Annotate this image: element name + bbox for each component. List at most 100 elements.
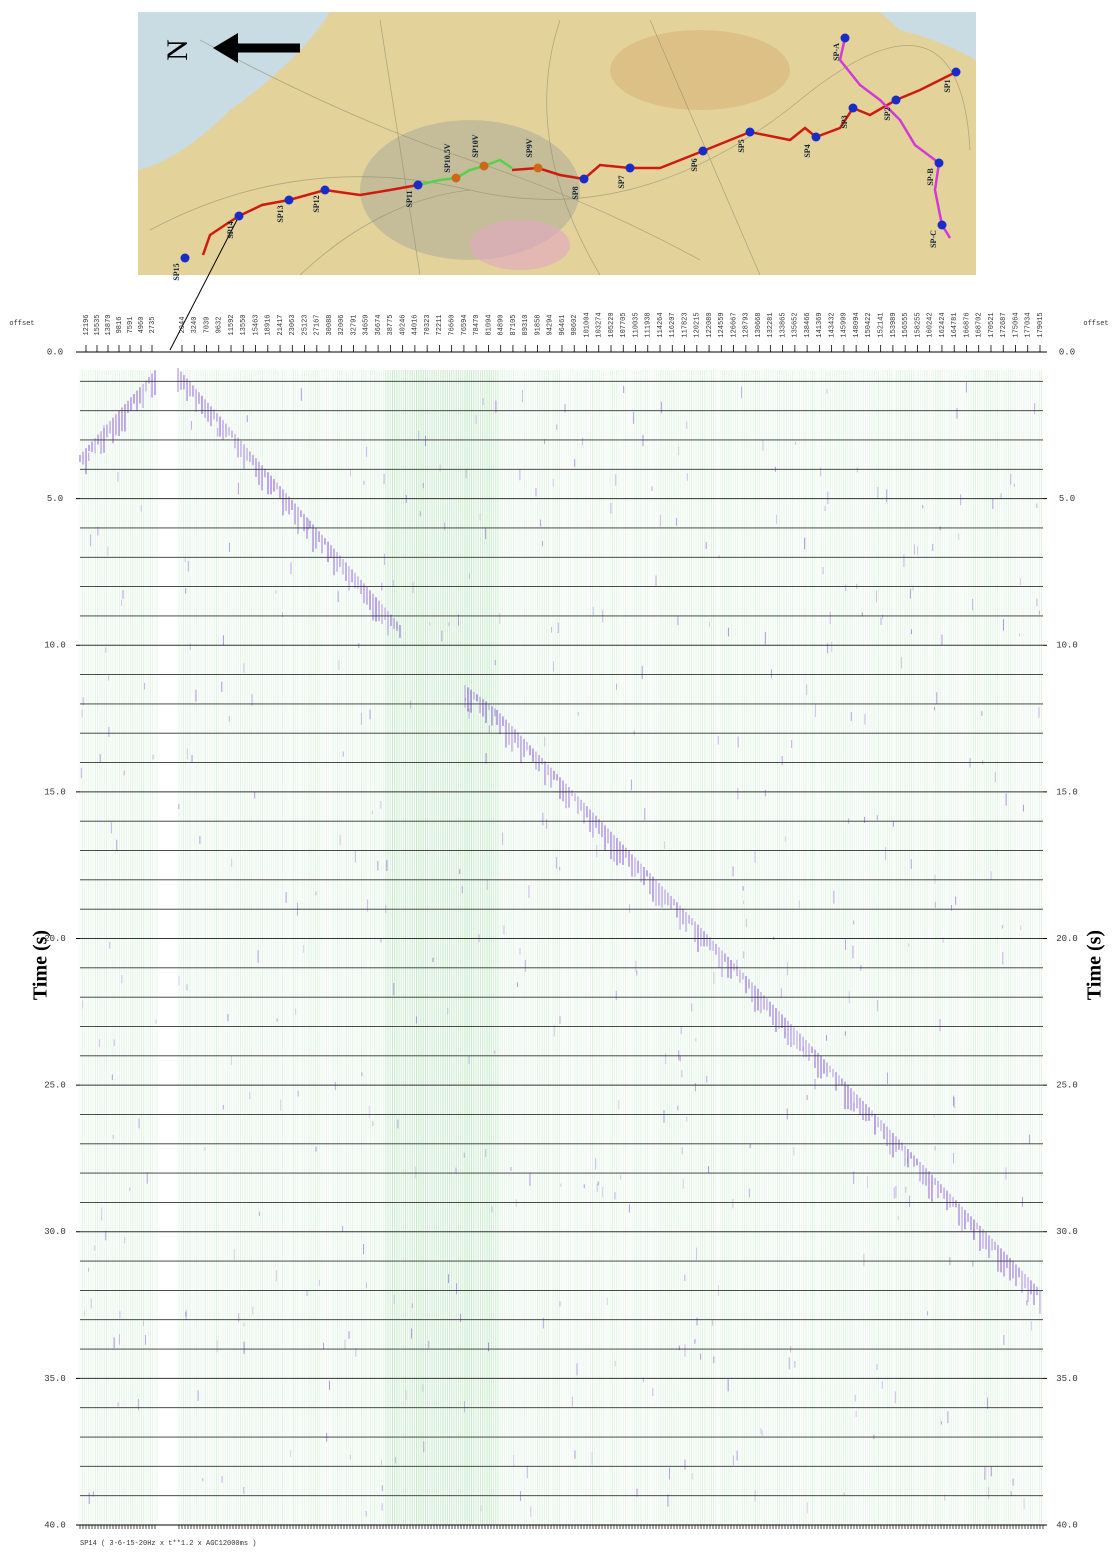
offset-label: 138466 <box>804 312 812 337</box>
y-tick-label: 35.0 <box>1056 1374 1078 1384</box>
offset-label: 111938 <box>645 312 653 337</box>
offset-label: 9632 <box>216 317 224 334</box>
offset-label: 76594 <box>461 314 469 335</box>
offset-label: 170521 <box>988 312 996 337</box>
north-label: N <box>161 39 194 61</box>
offset-label: 124559 <box>718 312 726 337</box>
station-label: SP-A <box>832 43 841 61</box>
offset-label: 133865 <box>779 312 787 337</box>
offset-label: 70323 <box>424 314 432 335</box>
offset-label: 27167 <box>314 314 322 335</box>
y-tick-label: 5.0 <box>47 494 63 504</box>
north-arrow-head <box>213 33 238 63</box>
offset-label: 105220 <box>608 312 616 337</box>
station-marker <box>937 220 947 230</box>
station-label: SP12 <box>312 195 321 212</box>
offset-label: 101004 <box>583 312 591 337</box>
offset-label: 7039 <box>203 317 211 334</box>
offset-label: 44016 <box>412 314 420 335</box>
offset-label: 21417 <box>277 314 285 335</box>
station-label: SP5 <box>737 139 746 152</box>
offset-label: 76660 <box>449 314 457 335</box>
y-tick-label: 20.0 <box>1056 934 1078 944</box>
station-label: SP3 <box>840 115 849 128</box>
offset-label: 166876 <box>963 312 971 337</box>
station-label: SP9V <box>525 138 534 157</box>
offset-label: 94294 <box>547 314 555 335</box>
station-label: SP4 <box>803 144 812 157</box>
offset-label: 13550 <box>240 314 248 335</box>
station-label: SP10.5V <box>443 143 452 172</box>
offset-label: 158255 <box>914 312 922 337</box>
offset-label: 148094 <box>853 312 861 337</box>
offset-label: 81094 <box>485 314 493 335</box>
offset-label: 116207 <box>669 312 677 337</box>
offset-label: 4960 <box>138 317 146 334</box>
offset-label: 150422 <box>865 312 873 337</box>
offset-label: 7591 <box>127 317 135 334</box>
y-tick-label: 15.0 <box>1056 787 1078 797</box>
station-label: SP1 <box>943 79 952 92</box>
station-marker <box>811 132 821 142</box>
y-tick-label: 15.0 <box>44 787 66 797</box>
station-marker <box>451 173 461 183</box>
leader-line <box>169 215 240 351</box>
y-tick-label: 30.0 <box>1056 1227 1078 1237</box>
station-label: SP13 <box>276 205 285 222</box>
station-marker <box>891 95 901 105</box>
station-marker <box>479 161 489 171</box>
offset-label: offset <box>9 320 34 328</box>
offset-label: 91858 <box>534 314 542 335</box>
offset-label: 32006 <box>338 314 346 335</box>
offset-label: 87105 <box>510 314 518 335</box>
y-tick-label: 20.0 <box>44 934 66 944</box>
y-tick-label: 30.0 <box>44 1227 66 1237</box>
station-label: SP7 <box>617 175 626 188</box>
offset-label: 114264 <box>657 312 665 337</box>
offset-label: 18916 <box>265 314 273 335</box>
offset-label: 156555 <box>902 312 910 337</box>
station-marker <box>848 103 858 113</box>
station-marker <box>234 211 244 221</box>
station-label: SP10V <box>471 134 480 157</box>
offset-label: 98602 <box>571 314 579 335</box>
offset-label: 38775 <box>387 314 395 335</box>
roads <box>149 19 971 276</box>
offset-label: 143432 <box>828 312 836 337</box>
offset-label: 23063 <box>289 314 297 335</box>
offset-label: 172687 <box>1000 312 1008 337</box>
station-marker <box>698 146 708 156</box>
offset-label: 120215 <box>694 312 702 337</box>
offset-label: 11592 <box>228 314 236 335</box>
record-section: 0.0 0.0 5.0 5.0 10.0 10.0 15.0 15.0 20.0 20.0 25.0… <box>44 312 1078 1530</box>
y-tick-label: 25.0 <box>1056 1081 1078 1091</box>
terrain <box>610 30 790 110</box>
offset-label: 160242 <box>927 312 935 337</box>
y-tick-label: 40.0 <box>44 1520 66 1530</box>
offset-label: 25123 <box>301 314 309 335</box>
offset-label: 164781 <box>951 312 959 337</box>
offset-label: 2735 <box>149 317 157 334</box>
offset-label: 141369 <box>816 312 824 337</box>
offset-label: 162424 <box>939 312 947 337</box>
offset-label: 107705 <box>620 312 628 337</box>
sea <box>880 12 976 60</box>
station-marker <box>533 163 543 173</box>
y-tick-label: 0.0 <box>47 347 63 357</box>
route-line <box>201 183 419 256</box>
offset-label: 78470 <box>473 314 481 335</box>
station-marker <box>284 195 294 205</box>
y-tick-label: 5.0 <box>1059 494 1075 504</box>
y-tick-label: 25.0 <box>44 1081 66 1091</box>
station-marker <box>840 33 850 43</box>
station-label: SP11 <box>405 191 414 208</box>
offset-label: 84890 <box>498 314 506 335</box>
offset-label: 15463 <box>252 314 260 335</box>
y-axis-label: Time (s) <box>30 930 52 1000</box>
offset-label: 2044 <box>179 317 187 334</box>
offset-label: 168702 <box>976 312 984 337</box>
offset-label: 3240 <box>191 317 199 334</box>
offset-label: 9816 <box>116 317 124 334</box>
offset-label: 32791 <box>350 314 358 335</box>
